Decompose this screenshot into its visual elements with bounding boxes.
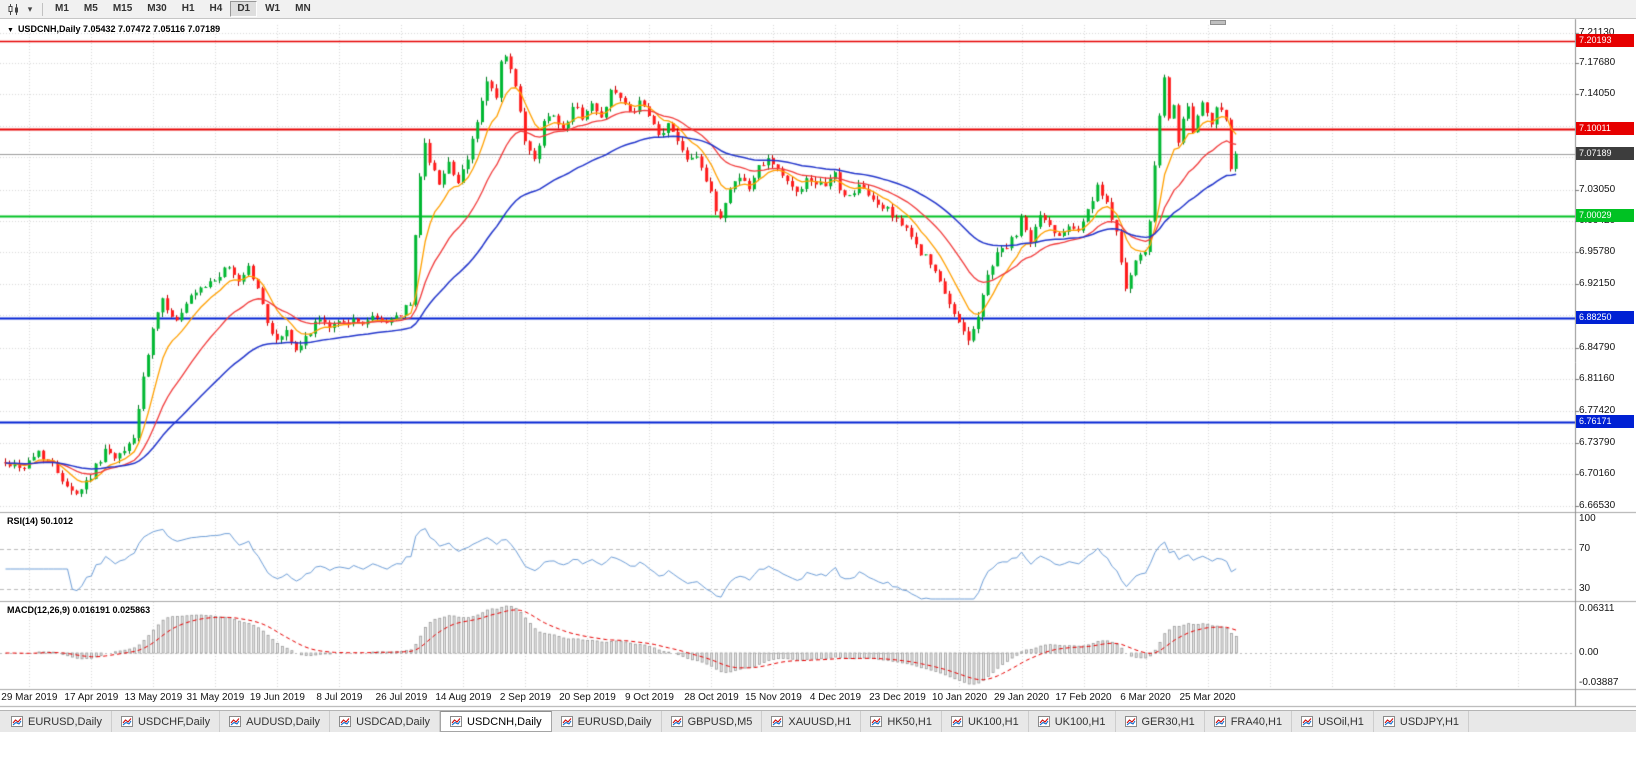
chevron-down-icon[interactable]: ▾ bbox=[27, 3, 33, 14]
tab-hk50-h1[interactable]: HK50,H1 bbox=[861, 711, 942, 732]
tab-label: HK50,H1 bbox=[887, 715, 932, 728]
tab-uk100-h1[interactable]: UK100,H1 bbox=[941, 711, 1029, 732]
tab-label: UK100,H1 bbox=[1054, 715, 1106, 728]
timeframe-h4-button[interactable]: H4 bbox=[203, 1, 230, 17]
timeframe-h1-button[interactable]: H1 bbox=[175, 1, 202, 17]
tab-label: USDCAD,Daily bbox=[356, 715, 431, 728]
chart-tab-icon bbox=[1124, 716, 1137, 727]
tab-usoil-h1[interactable]: USOil,H1 bbox=[1292, 711, 1374, 732]
timeframe-m5-button[interactable]: M5 bbox=[77, 1, 105, 17]
tab-label: USOil,H1 bbox=[1318, 715, 1364, 728]
tab-label: AUDUSD,Daily bbox=[246, 715, 321, 728]
chart-tab-icon bbox=[1382, 716, 1395, 727]
tab-eurusd-daily[interactable]: EURUSD,Daily bbox=[2, 711, 112, 732]
chart-tab-icon bbox=[11, 716, 23, 727]
timeframe-d1-button[interactable]: D1 bbox=[230, 1, 258, 17]
timeframe-toolbar: ▾ M1 M5 M15 M30 H1 H4 D1 W1 MN bbox=[0, 0, 1636, 19]
chart-tab-icon bbox=[771, 716, 784, 727]
tab-eurusd-daily-2[interactable]: EURUSD,Daily bbox=[551, 711, 662, 732]
chart-tab-icon bbox=[339, 716, 352, 727]
tab-gbpusd-m5[interactable]: GBPUSD,M5 bbox=[661, 711, 763, 732]
chart-tab-icon bbox=[450, 716, 463, 727]
chart-tab-icon bbox=[670, 716, 683, 727]
timeframe-w1-button[interactable]: W1 bbox=[258, 1, 287, 17]
tab-label: XAUUSD,H1 bbox=[788, 715, 852, 728]
toolbar-separator bbox=[42, 2, 43, 16]
tab-uk100-h1-2[interactable]: UK100,H1 bbox=[1028, 711, 1116, 732]
tab-label: USDCHF,Daily bbox=[137, 715, 211, 728]
tab-audusd-daily[interactable]: AUDUSD,Daily bbox=[220, 711, 331, 732]
tab-usdcad-daily[interactable]: USDCAD,Daily bbox=[330, 711, 441, 732]
timeframe-m1-button[interactable]: M1 bbox=[48, 1, 76, 17]
tab-label: FRA40,H1 bbox=[1230, 715, 1283, 728]
tab-label: EURUSD,Daily bbox=[577, 715, 652, 728]
tab-ger30-h1[interactable]: GER30,H1 bbox=[1115, 711, 1205, 732]
tab-label: USDJPY,H1 bbox=[1399, 715, 1460, 728]
chart-tab-icon bbox=[950, 716, 963, 727]
tab-usdcnh-daily[interactable]: USDCNH,Daily bbox=[440, 711, 552, 732]
tab-label: UK100,H1 bbox=[967, 715, 1019, 728]
chart-tab-icon bbox=[229, 716, 242, 727]
chart-shift-marker[interactable] bbox=[1210, 20, 1226, 25]
candlestick-chart-icon[interactable] bbox=[5, 2, 21, 17]
chart-tab-icon bbox=[560, 716, 573, 727]
timeframe-m30-button[interactable]: M30 bbox=[140, 1, 173, 17]
chart-tab-icon bbox=[870, 716, 883, 727]
timeframe-m15-button[interactable]: M15 bbox=[106, 1, 139, 17]
tab-label: GER30,H1 bbox=[1141, 715, 1195, 728]
chart-tabbar: EURUSD,Daily USDCHF,Daily AUDUSD,Daily U… bbox=[0, 710, 1636, 732]
symbol-dropdown-icon[interactable]: ▼ bbox=[7, 27, 14, 34]
chart-tab-icon bbox=[120, 716, 133, 727]
tab-label: USDCNH,Daily bbox=[467, 715, 542, 728]
tab-fra40-h1[interactable]: FRA40,H1 bbox=[1204, 711, 1293, 732]
chart-tab-icon bbox=[1037, 716, 1050, 727]
chart-tab-icon bbox=[1301, 716, 1314, 727]
timeframe-mn-button[interactable]: MN bbox=[288, 1, 318, 17]
tab-usdjpy-h1[interactable]: USDJPY,H1 bbox=[1373, 711, 1470, 732]
chart-tab-icon bbox=[1213, 716, 1226, 727]
tab-label: GBPUSD,M5 bbox=[687, 715, 753, 728]
tab-label: EURUSD,Daily bbox=[28, 715, 102, 728]
tab-xauusd-h1[interactable]: XAUUSD,H1 bbox=[762, 711, 862, 732]
tab-usdchf-daily[interactable]: USDCHF,Daily bbox=[111, 711, 221, 732]
